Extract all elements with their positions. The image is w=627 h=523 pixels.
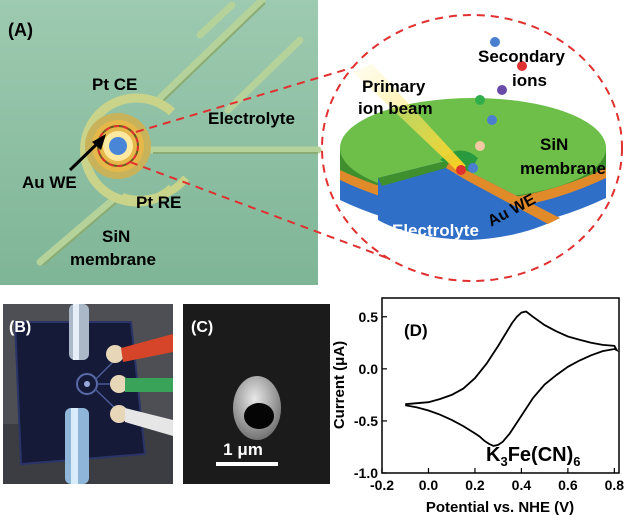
inset-label-primary-2: ion beam [358,99,433,118]
panel-c-tag: (C) [191,319,213,336]
inset-cutaway-electrolyte [378,160,560,240]
inset-label-sin-1: SiN [540,135,568,154]
x-tick-label: 0.8 [605,477,625,493]
label-sin-1: SiN [102,227,130,246]
y-tick-label: -0.5 [354,413,378,429]
label-sin-2: membrane [70,250,156,269]
x-ticks: -0.2 0.0 0.2 0.4 0.6 0.8 [370,468,624,493]
label-pt-re: Pt RE [136,193,181,212]
inset-label-secondary-2: ions [512,71,547,90]
zoom-circle [97,125,139,167]
device-channels [36,0,322,266]
x-tick-label: 0.2 [465,477,485,493]
ion-peach [475,141,485,151]
inset-impact-point [456,165,466,175]
y-ticks: 0.5 0.0 -0.5 -1.0 [354,309,387,481]
x-tick-label: -0.2 [370,477,394,493]
inset-primary-beam [353,64,466,170]
ion-red [517,61,527,71]
label-au-we: Au WE [22,173,77,192]
panel-c: (C) 1 μm [183,304,330,484]
cv-curve [405,310,619,447]
panel-a-tag: (A) [8,20,33,40]
panel-c-sem: (C) 1 μm [183,304,330,484]
contact-middle [110,375,128,393]
au-we-arrowhead [92,134,106,150]
inset-cutaway-gold [446,160,560,224]
contact-top [106,345,124,363]
panel-d-tag: (D) [404,321,428,340]
sem-hole [244,403,274,429]
scale-bar [216,462,278,466]
x-axis-label: Potential vs. NHE (V) [426,499,574,516]
inset-cutaway-wall [378,160,450,186]
contact-bottom [110,405,128,423]
wire-green [125,378,173,392]
panel-b: (B) [3,304,173,484]
panel-a: (A) Pt CE Electrolyte Au WE Pt RE SiN me… [0,0,623,285]
ion-blue-mid [487,115,497,125]
ion-purple [497,85,507,95]
panel-d: -0.2 0.0 0.2 0.4 0.6 0.8 0.5 0.0 -0.5 -1.0 (D) K… [330,290,627,518]
wire-white [125,408,173,436]
inset-label-electrolyte: Electrolyte [392,221,479,240]
pt-re-arc [120,175,190,204]
membrane-window [109,137,127,155]
label-electrolyte: Electrolyte [208,109,295,128]
x-tick-label: 0.6 [558,477,578,493]
zoom-line-top [135,54,396,133]
y-tick-label: -1.0 [354,465,378,481]
y-tick-label: 0.0 [359,361,379,377]
device-background [0,0,318,285]
x-tick-label: 0.0 [419,477,439,493]
x-tick-label: 0.4 [512,477,532,493]
inset-label-secondary-1: Secondary [478,47,565,66]
y-axis-label: Current (μA) [331,341,348,429]
scale-bar-label: 1 μm [223,440,263,459]
device-channel-shadows [42,2,318,266]
y-tick-label: 0.5 [359,309,379,325]
inset-label-primary-1: Primary [362,77,426,96]
cv-chart: -0.2 0.0 0.2 0.4 0.6 0.8 0.5 0.0 -0.5 -1.0 (D) K… [331,297,624,516]
panel-b-photo: (B) [3,304,173,484]
inset-label-sin-2: membrane [520,159,606,178]
ion-blue-top [490,37,500,47]
label-pt-ce: Pt CE [92,75,137,94]
panel-b-tag: (B) [9,319,31,336]
ion-green [475,95,485,105]
formula-label: K3Fe(CN)6 [486,444,580,469]
zoom-line-bottom [129,161,399,263]
ion-blue-low [468,163,478,173]
wire-red [121,334,173,362]
panel-a-figure: (A) Pt CE Electrolyte Au WE Pt RE SiN me… [0,0,623,285]
